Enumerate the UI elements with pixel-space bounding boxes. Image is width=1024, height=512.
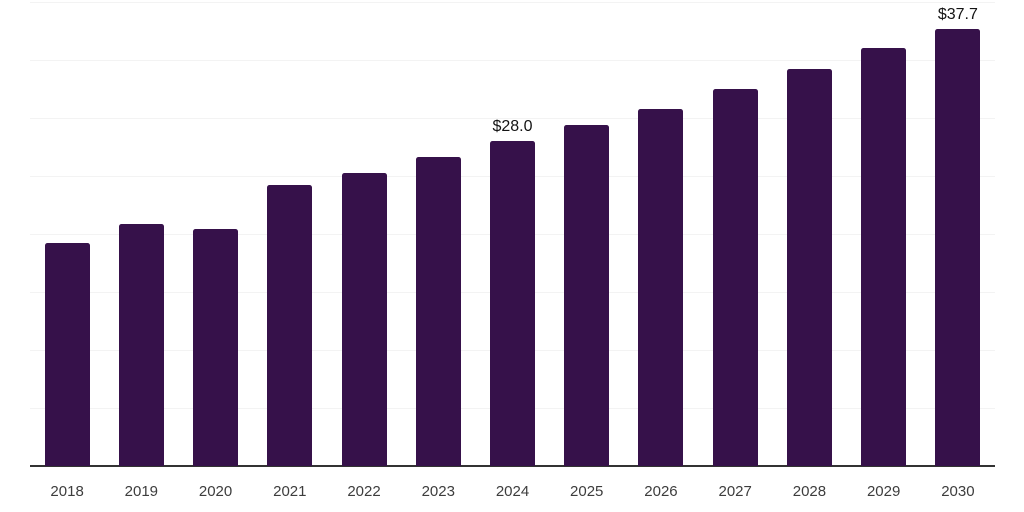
x-tick-label-2024: 2024 — [495, 483, 530, 500]
x-tick-label-2026: 2026 — [644, 483, 678, 500]
x-tick-label-2019: 2019 — [124, 483, 159, 500]
x-tick-label-2021: 2021 — [273, 483, 307, 500]
bar-2019 — [118, 223, 164, 466]
x-tick-label-2025: 2025 — [570, 483, 604, 500]
bar-value-label-2030: $37.7 — [937, 5, 978, 23]
plot-area: $28.0 $37.7 — [30, 2, 995, 467]
x-tick-label-2030: 2030 — [941, 483, 975, 500]
x-axis-line — [30, 465, 995, 467]
bar-2021 — [267, 185, 313, 466]
bar-2023 — [415, 157, 461, 466]
x-tick-label-2022: 2022 — [347, 483, 381, 500]
bar-2025 — [564, 124, 610, 466]
x-axis-labels: 2018 2019 2020 2021 2022 2023 2024 2025 2026 2027… — [30, 483, 995, 505]
bar-2022 — [341, 172, 387, 466]
x-tick-label-2023: 2023 — [421, 483, 455, 500]
bar-2030 — [935, 28, 981, 466]
x-tick-label-2028: 2028 — [792, 483, 827, 500]
x-tick-label-2029: 2029 — [866, 483, 901, 500]
x-tick-label-2018: 2018 — [50, 483, 84, 500]
x-tick-label-2020: 2020 — [198, 483, 233, 500]
x-tick-label-2027: 2027 — [718, 483, 752, 500]
bar-2020 — [193, 229, 239, 466]
gridline — [30, 118, 995, 119]
gridline — [30, 2, 995, 3]
bar-2024 — [490, 141, 535, 466]
bar-2027 — [712, 89, 758, 466]
bar-2029 — [861, 48, 907, 466]
gridline — [30, 60, 995, 61]
bar-value-label-2024: $28.0 — [492, 118, 533, 136]
bar-2018 — [44, 243, 90, 466]
bar-2028 — [786, 69, 832, 466]
bar-2026 — [638, 108, 684, 466]
